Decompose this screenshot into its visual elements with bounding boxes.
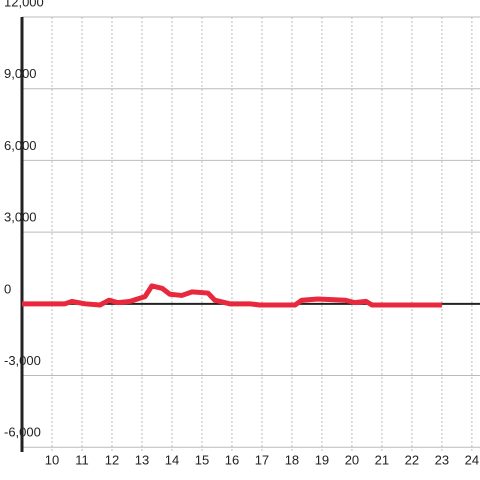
x-tick-label: 12 xyxy=(105,452,119,467)
y-tick-label: 9,000 xyxy=(4,66,37,81)
x-tick-label: 17 xyxy=(255,452,269,467)
x-tick-label: 20 xyxy=(345,452,359,467)
x-tick-label: 10 xyxy=(45,452,59,467)
y-tick-label: 6,000 xyxy=(4,138,37,153)
x-tick-label: 13 xyxy=(135,452,149,467)
x-tick-label: 18 xyxy=(285,452,299,467)
x-tick-label: 11 xyxy=(75,452,89,467)
x-tick-label: 19 xyxy=(315,452,329,467)
x-tick-label: 14 xyxy=(165,452,179,467)
y-tick-label: -6,000 xyxy=(4,425,41,440)
x-tick-label: 21 xyxy=(375,452,389,467)
y-tick-label: 3,000 xyxy=(4,210,37,225)
y-tick-label: -3,000 xyxy=(4,353,41,368)
x-tick-label: 24 xyxy=(465,452,479,467)
x-tick-label: 23 xyxy=(435,452,449,467)
x-tick-label: 16 xyxy=(225,452,239,467)
y-tick-label: 12,000 xyxy=(4,0,44,9)
y-tick-label: 0 xyxy=(4,281,11,296)
x-tick-label: 15 xyxy=(195,452,209,467)
x-tick-label: 22 xyxy=(405,452,419,467)
data-line xyxy=(22,283,442,308)
